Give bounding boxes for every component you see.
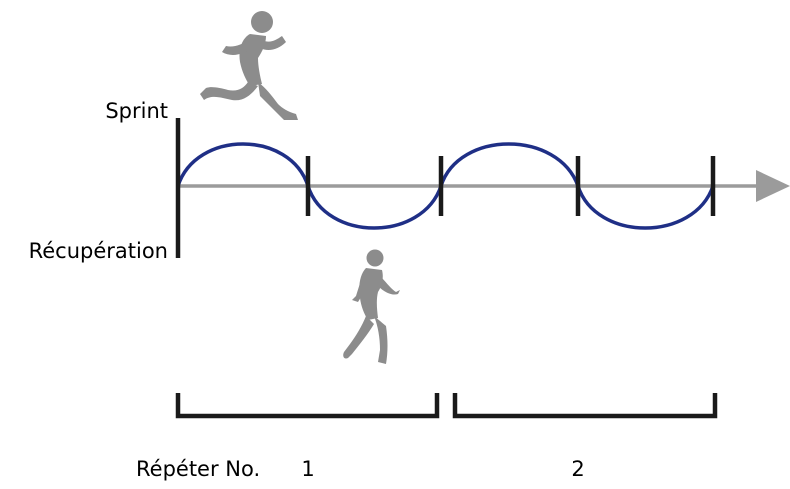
repeat-number-2: 2 [571, 457, 584, 481]
axis-arrowhead [756, 170, 790, 202]
repeat-bracket-1 [175, 393, 440, 419]
recovery-label: Récupération [29, 239, 168, 263]
jogging-runner-icon [343, 249, 400, 364]
phase-ticks [305, 156, 716, 216]
sprinting-runner-icon [200, 11, 298, 120]
repeat-number-label: Répéter No. [136, 457, 260, 481]
repeat-bracket-2 [452, 393, 718, 419]
sprint-label: Sprint [105, 99, 168, 123]
repeat-number-1: 1 [301, 457, 314, 481]
